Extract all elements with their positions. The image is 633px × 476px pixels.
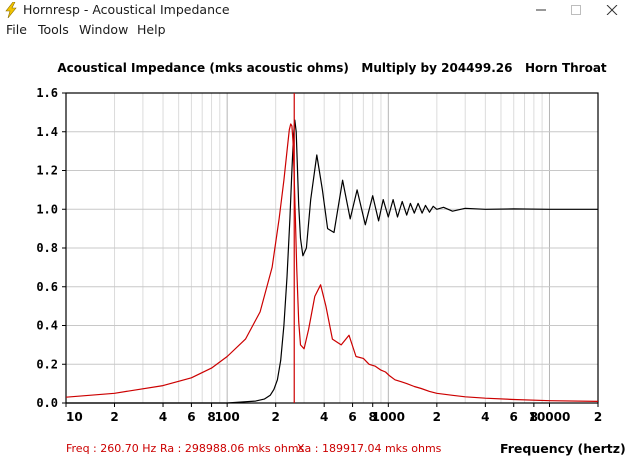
x-tick-label: 6 xyxy=(187,410,195,424)
menu-file[interactable]: File xyxy=(6,22,27,37)
minimize-button[interactable] xyxy=(518,0,564,20)
y-tick-label: 0.4 xyxy=(36,319,58,333)
menu-window[interactable]: Window xyxy=(79,22,129,37)
x-tick-label: 100 xyxy=(215,410,240,424)
menu-tools[interactable]: Tools xyxy=(38,22,69,37)
menu-bar: File Tools Window Help xyxy=(0,20,633,40)
x-tick-label: 6 xyxy=(510,410,518,424)
x-tick-label: 8 xyxy=(207,410,215,424)
x-tick-label: 4 xyxy=(481,410,489,424)
maximize-button[interactable] xyxy=(553,0,599,20)
x-tick-label: 8 xyxy=(530,410,538,424)
x-axis-label: Frequency (hertz) xyxy=(500,441,626,456)
x-tick-label: 4 xyxy=(320,410,328,424)
menu-help[interactable]: Help xyxy=(137,22,166,37)
status-frequency: Freq : 260.70 Hz xyxy=(66,442,157,455)
close-icon xyxy=(606,5,618,15)
x-tick-label: 2 xyxy=(110,410,118,424)
y-tick-label: 1.4 xyxy=(36,125,58,139)
maximize-icon xyxy=(571,5,581,15)
y-tick-label: 1.0 xyxy=(36,202,58,216)
x-tick-label: 1000 xyxy=(372,410,405,424)
status-resistance: Ra : 298988.06 mks ohms xyxy=(160,442,305,455)
series-line-black xyxy=(66,119,598,404)
title-bar: Hornresp - Acoustical Impedance xyxy=(0,0,633,20)
minimize-icon xyxy=(536,9,546,11)
x-tick-label: 8 xyxy=(369,410,377,424)
x-tick-label: 2 xyxy=(594,410,602,424)
y-tick-label: 1.6 xyxy=(36,86,58,100)
series-line-red xyxy=(65,123,599,402)
y-tick-label: 1.2 xyxy=(36,164,58,178)
x-tick-label: 4 xyxy=(159,410,167,424)
chart-title: Acoustical Impedance (mks acoustic ohms)… xyxy=(57,61,607,75)
y-tick-label: 0.0 xyxy=(36,396,58,410)
impedance-chart[interactable]: Acoustical Impedance (mks acoustic ohms)… xyxy=(0,40,633,440)
y-tick-label: 0.6 xyxy=(36,280,58,294)
y-tick-label: 0.2 xyxy=(36,357,58,371)
x-tick-label: 2 xyxy=(271,410,279,424)
x-tick-label: 6 xyxy=(348,410,356,424)
window-title: Hornresp - Acoustical Impedance xyxy=(23,2,230,17)
lightning-icon xyxy=(5,2,17,18)
x-tick-label: 2 xyxy=(433,410,441,424)
status-reactance: Xa : 189917.04 mks ohms xyxy=(297,442,442,455)
close-button[interactable] xyxy=(589,0,633,20)
y-tick-label: 0.8 xyxy=(36,241,58,255)
x-tick-label: 10000 xyxy=(529,410,571,424)
x-tick-label: 10 xyxy=(66,410,83,424)
